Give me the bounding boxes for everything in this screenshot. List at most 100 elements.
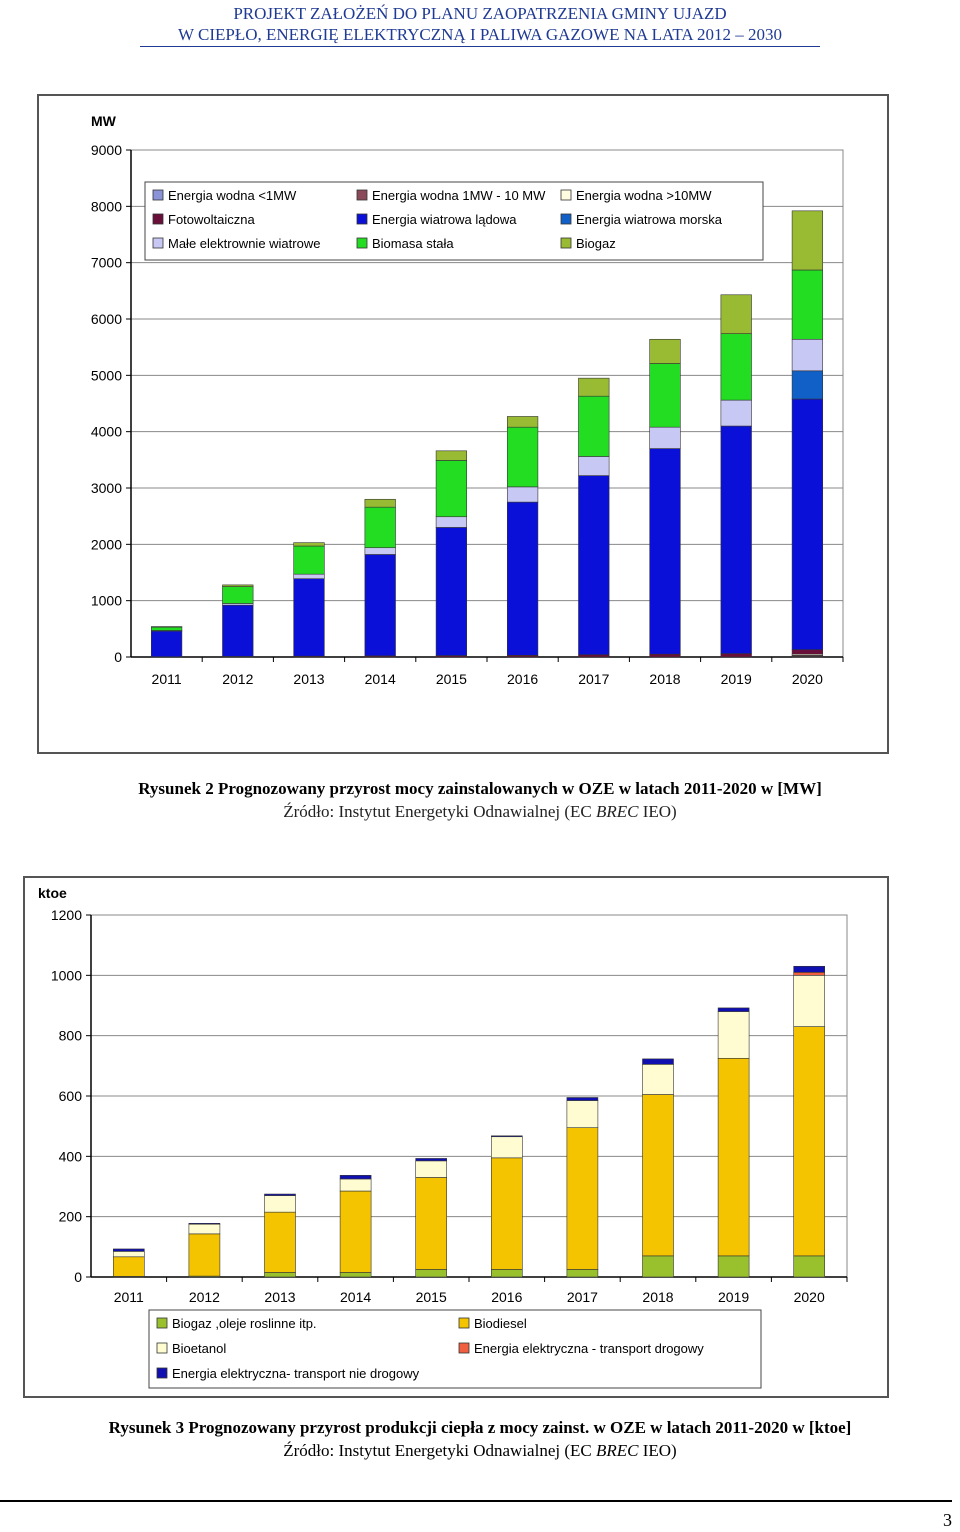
legend-swatch bbox=[356, 213, 368, 225]
bar-segment bbox=[720, 333, 752, 401]
bar-segment bbox=[717, 1007, 750, 1012]
y-tick-label: 5000 bbox=[91, 367, 122, 383]
legend-swatch bbox=[458, 1317, 470, 1329]
y-tick-label: 6000 bbox=[91, 311, 122, 327]
chart-2-frame: 0 200 400 600 800 1000 1200 ktoe 2011 2012 2013 201… bbox=[23, 876, 889, 1398]
bar-segment bbox=[720, 399, 752, 427]
bar-segment bbox=[649, 448, 681, 655]
y-tick-label: 9000 bbox=[91, 142, 122, 158]
figure-1-source-prefix: Źródło: Instytut Energetyki Odnawialnej … bbox=[283, 802, 596, 821]
y-tick-label: 200 bbox=[59, 1209, 83, 1225]
legend-swatch bbox=[152, 213, 164, 225]
legend-label: Energia wiatrowa morska bbox=[576, 212, 723, 227]
x-tick-label: 2018 bbox=[642, 1289, 673, 1305]
bar-segment bbox=[264, 1193, 296, 1196]
bar-segment bbox=[491, 1269, 523, 1278]
bar-segment bbox=[717, 1011, 750, 1059]
legend-swatch bbox=[156, 1342, 168, 1354]
x-tick-label: 2017 bbox=[567, 1289, 598, 1305]
x-tick-label: 2016 bbox=[491, 1289, 522, 1305]
bar-segment bbox=[415, 1269, 447, 1278]
bar-segment bbox=[649, 338, 681, 364]
bar-segment bbox=[339, 1178, 372, 1192]
y-tick-label: 400 bbox=[59, 1148, 83, 1164]
bar-segment bbox=[578, 475, 610, 656]
y-tick-label: 3000 bbox=[91, 480, 122, 496]
y-tick-label: 0 bbox=[114, 649, 122, 665]
legend-swatch bbox=[560, 237, 572, 249]
bar-segment bbox=[566, 1269, 599, 1278]
bar-segment bbox=[339, 1190, 372, 1273]
bar-segment bbox=[566, 1127, 599, 1270]
bar-segment bbox=[649, 363, 681, 428]
legend-label: Bioetanol bbox=[172, 1341, 226, 1356]
x-tick-label: 2011 bbox=[152, 671, 182, 687]
bar-segment bbox=[264, 1272, 296, 1278]
page-number: 3 bbox=[943, 1510, 952, 1530]
bar-segment bbox=[791, 210, 824, 271]
bar-segment bbox=[720, 294, 752, 334]
y-tick-label: 1200 bbox=[51, 907, 82, 923]
bar-segment bbox=[642, 1064, 674, 1095]
bar-segment bbox=[293, 578, 325, 657]
x-tick-label: 2013 bbox=[293, 671, 324, 687]
bar-segment bbox=[717, 1255, 750, 1278]
bar-segment bbox=[435, 516, 468, 528]
bar-segment bbox=[642, 1094, 674, 1257]
legend-label: Energia wodna 1MW - 10 MW bbox=[372, 188, 546, 203]
bar-segment bbox=[264, 1211, 296, 1273]
x-tick-label: 2016 bbox=[507, 671, 538, 687]
legend-swatch bbox=[356, 237, 368, 249]
bar-segment bbox=[649, 426, 681, 449]
footer-rule bbox=[0, 1500, 952, 1502]
y-tick-label: 2000 bbox=[91, 536, 122, 552]
bar-segment bbox=[113, 1256, 145, 1277]
legend-swatch bbox=[152, 189, 164, 201]
chart-1: 0 1000 2000 3000 4000 5000 6000 7000 8000 9000 MW 2… bbox=[91, 113, 844, 687]
bar-segment bbox=[188, 1223, 221, 1235]
x-tick-label: 2017 bbox=[578, 671, 609, 687]
x-tick-label: 2015 bbox=[416, 1289, 447, 1305]
figure-2-source: Źródło: Instytut Energetyki Odnawialnej … bbox=[0, 1440, 960, 1462]
header-line-2: W CIEPŁO, ENERGIĘ ELEKTRYCZNĄ I PALIWA G… bbox=[178, 25, 782, 44]
bar-segment bbox=[339, 1175, 372, 1180]
legend-swatch bbox=[560, 189, 572, 201]
bar-segment bbox=[222, 604, 254, 657]
header-underline bbox=[140, 46, 820, 47]
y-tick-label: 0 bbox=[74, 1269, 82, 1285]
legend-label: Energia elektryczna - transport drogowy bbox=[474, 1341, 704, 1356]
bar-segment bbox=[566, 1097, 599, 1101]
bar-segment bbox=[222, 586, 254, 604]
x-tick-label: 2020 bbox=[794, 1289, 825, 1305]
bar-segment bbox=[506, 426, 539, 488]
header-line-1: PROJEKT ZAŁOŻEŃ DO PLANU ZAOPATRZENIA GM… bbox=[233, 4, 727, 23]
y-tick-label: 7000 bbox=[91, 255, 122, 271]
bar-segment bbox=[491, 1136, 523, 1159]
bar-segment bbox=[293, 545, 325, 575]
bar-segment bbox=[339, 1272, 372, 1278]
x-tick-label: 2014 bbox=[365, 671, 396, 687]
bar-segment bbox=[720, 653, 752, 658]
y-unit-label: ktoe bbox=[38, 885, 67, 901]
bar-segment bbox=[364, 498, 396, 508]
figure-1-caption: Rysunek 2 Prognozowany przyrost mocy zai… bbox=[138, 779, 822, 798]
bar-segment bbox=[415, 1177, 447, 1270]
x-tick-label: 2019 bbox=[718, 1289, 749, 1305]
legend-box bbox=[148, 1309, 762, 1389]
bar-segment bbox=[793, 975, 825, 1027]
bar-segment bbox=[188, 1223, 221, 1225]
figure-2-caption: Rysunek 3 Prognozowany przyrost produkcj… bbox=[108, 1418, 852, 1437]
bar-segment bbox=[435, 450, 468, 461]
bar-segment bbox=[578, 377, 610, 397]
bar-segment bbox=[264, 1195, 296, 1213]
y-unit-label: MW bbox=[91, 113, 117, 129]
bar-segment bbox=[491, 1157, 523, 1270]
bar-segment bbox=[150, 626, 183, 628]
legend-swatch bbox=[152, 237, 164, 249]
legend-label: Biodiesel bbox=[474, 1316, 527, 1331]
figure-2-source-em: BREC bbox=[595, 1441, 639, 1460]
figure-2-source-prefix: Źródło: Instytut Energetyki Odnawialnej … bbox=[283, 1441, 596, 1460]
x-tick-label: 2018 bbox=[649, 671, 680, 687]
bar-segment bbox=[578, 395, 610, 457]
bar-segment bbox=[566, 1100, 599, 1128]
